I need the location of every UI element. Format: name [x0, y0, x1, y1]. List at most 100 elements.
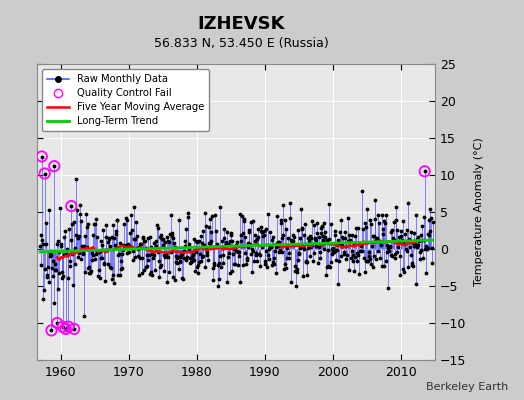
Point [113, 217, 121, 223]
Point [344, 238, 352, 244]
Point [277, 217, 286, 224]
Point [276, 247, 284, 253]
Point [275, 248, 283, 255]
Point [164, 238, 172, 244]
Point [368, 243, 376, 249]
Point [401, 231, 409, 237]
Point [202, 244, 210, 250]
Point [183, 214, 192, 220]
Point [253, 236, 261, 242]
Point [282, 265, 290, 271]
Point [140, 238, 149, 245]
Point [314, 234, 323, 240]
Point [135, 244, 144, 250]
Point [396, 252, 404, 259]
Point [261, 226, 270, 233]
Point [270, 255, 278, 261]
Point [326, 264, 334, 270]
Point [258, 244, 266, 251]
Point [413, 244, 421, 250]
Point [231, 245, 239, 251]
Point [322, 272, 330, 278]
Point [58, 269, 66, 276]
Text: Berkeley Earth: Berkeley Earth [426, 382, 508, 392]
Point [372, 236, 380, 243]
Point [165, 239, 173, 245]
Point [161, 239, 169, 246]
Point [163, 253, 172, 260]
Legend: Raw Monthly Data, Quality Control Fail, Five Year Moving Average, Long-Term Tren: Raw Monthly Data, Quality Control Fail, … [42, 69, 209, 131]
Point [305, 238, 313, 244]
Point [113, 216, 122, 223]
Point [109, 272, 117, 278]
Point [337, 233, 346, 240]
Point [83, 243, 91, 250]
Point [374, 248, 383, 254]
Point [357, 243, 365, 249]
Point [216, 204, 224, 210]
Point [95, 249, 103, 255]
Point [266, 228, 275, 235]
Point [404, 200, 412, 206]
Point [392, 226, 401, 233]
Point [356, 242, 365, 248]
Point [329, 249, 337, 256]
Point [241, 234, 249, 240]
Point [262, 248, 270, 254]
Point [42, 274, 51, 280]
Point [64, 324, 73, 330]
Point [179, 276, 187, 282]
Point [206, 238, 215, 244]
Point [252, 250, 260, 256]
Point [110, 235, 118, 242]
Point [259, 228, 268, 234]
Point [69, 282, 77, 288]
Point [177, 254, 185, 260]
Point [277, 220, 285, 227]
Point [103, 247, 111, 254]
Point [340, 251, 348, 257]
Point [209, 276, 217, 283]
Point [414, 242, 422, 248]
Point [211, 212, 219, 218]
Point [188, 258, 196, 264]
Point [317, 230, 325, 236]
Point [312, 243, 321, 249]
Point [80, 312, 89, 319]
Point [181, 238, 189, 244]
Point [315, 254, 324, 261]
Point [78, 218, 86, 224]
Point [336, 239, 344, 246]
Point [72, 232, 80, 238]
Point [66, 263, 74, 270]
Point [194, 261, 203, 268]
Point [296, 244, 304, 251]
Point [409, 263, 418, 269]
Point [133, 232, 141, 239]
Point [40, 170, 49, 177]
Point [240, 218, 248, 224]
Point [42, 220, 50, 226]
Point [151, 243, 160, 249]
Point [211, 244, 220, 250]
Point [409, 240, 417, 246]
Point [94, 273, 102, 280]
Point [273, 212, 281, 219]
Point [54, 249, 63, 255]
Point [323, 246, 332, 253]
Point [62, 251, 70, 258]
Point [184, 240, 193, 247]
Point [379, 230, 387, 237]
Point [223, 279, 231, 286]
Point [408, 262, 416, 268]
Point [215, 260, 223, 267]
Point [73, 206, 81, 213]
Point [44, 264, 52, 270]
Point [308, 218, 316, 224]
Point [244, 244, 252, 250]
Point [328, 250, 336, 257]
Point [234, 262, 242, 268]
Point [59, 273, 68, 279]
Point [272, 244, 280, 250]
Point [115, 251, 123, 257]
